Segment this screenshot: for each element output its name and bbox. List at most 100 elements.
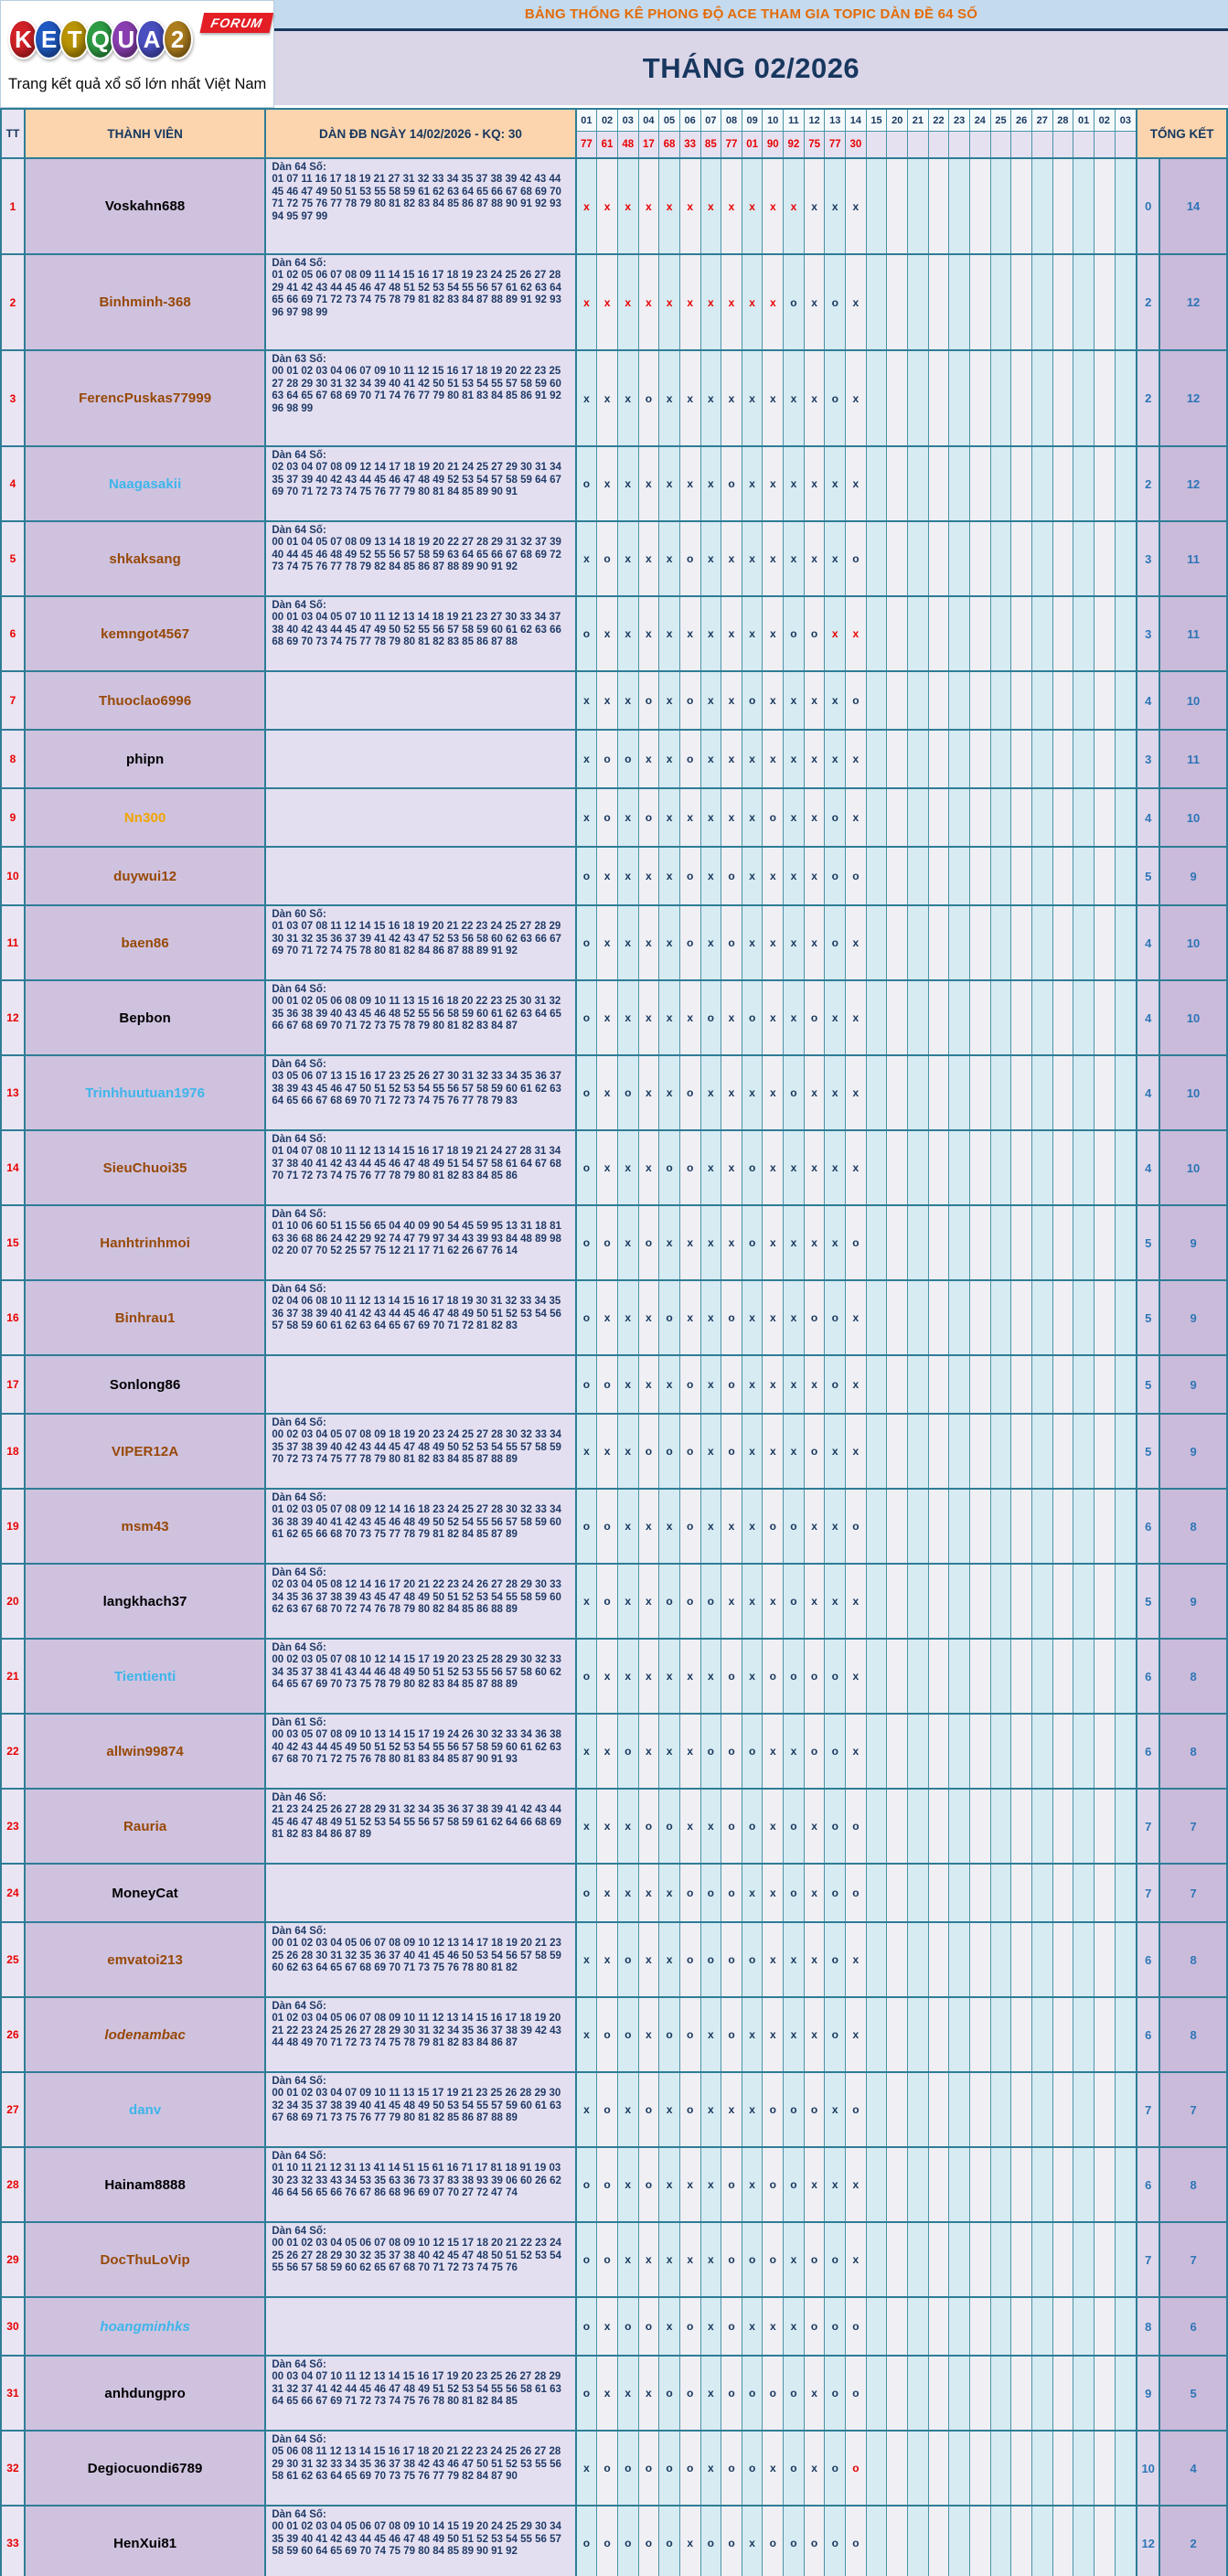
total-losses-cell: 8	[1160, 1715, 1226, 1790]
member-name[interactable]: FerencPuskas77999	[79, 390, 212, 406]
day-mark-cell: x	[825, 1415, 847, 1488]
member-name[interactable]: Binhrau1	[114, 1309, 176, 1326]
member-name[interactable]: Voskahn688	[104, 198, 186, 214]
day-mark-cell: o	[679, 2298, 701, 2355]
day-mark-cell	[866, 351, 888, 445]
member-name[interactable]: phipn	[125, 751, 165, 767]
mark: x	[852, 753, 860, 765]
member-name[interactable]: Hanhtrinhmoi	[100, 1235, 190, 1251]
member-name[interactable]: Sonlong86	[109, 1376, 181, 1393]
member-name[interactable]: VIPER12A	[111, 1443, 179, 1459]
mark: x	[646, 1887, 652, 1899]
day-mark-cell	[990, 731, 1012, 787]
mark-red: x	[666, 295, 673, 309]
member-name[interactable]: kemngot4567	[101, 625, 190, 642]
day-mark-cell: x	[784, 159, 805, 253]
day-mark-cell	[1115, 1131, 1137, 1204]
day-mark-cell: o	[679, 731, 701, 787]
mark: o	[707, 1953, 714, 1966]
day-mark-cell: x	[825, 1056, 847, 1129]
day-mark-cell	[866, 447, 888, 520]
member-cell: FerencPuskas77999	[25, 351, 267, 447]
day-mark-cell	[866, 1565, 888, 1638]
day-mark-cell	[1115, 597, 1137, 670]
day-mark-cell	[969, 1206, 991, 1279]
member-name[interactable]: lodenambac	[104, 2026, 186, 2043]
member-name[interactable]: Naagasakii	[108, 476, 182, 492]
member-name[interactable]: Tientienti	[113, 1668, 176, 1684]
day-mark-cell	[1094, 351, 1116, 445]
table-row: 27 danv Dàn 64 Số: 00 01 02 03 04 07 09 10 …	[2, 2073, 1226, 2148]
member-name[interactable]: msm43	[121, 1518, 169, 1534]
day-mark-cell	[949, 1356, 970, 1413]
member-name[interactable]: Binhminh-368	[99, 294, 191, 310]
mark: o	[625, 2462, 632, 2474]
day-mark-cell: o	[617, 2298, 639, 2355]
member-name[interactable]: Rauria	[123, 1818, 167, 1834]
mark: o	[831, 2462, 838, 2474]
member-name[interactable]: Nn300	[123, 809, 166, 826]
mark: x	[852, 1445, 860, 1458]
day-column-header: 03	[1115, 110, 1137, 132]
dan-label: Dàn 64 Số:	[272, 258, 326, 269]
mark: o	[582, 1236, 591, 1249]
member-name[interactable]: Bepbon	[119, 1010, 171, 1026]
member-name[interactable]: anhdungpro	[104, 2385, 186, 2401]
member-name[interactable]: emvatoi213	[107, 1951, 183, 1968]
member-name[interactable]: Trinhhuutuan1976	[85, 1085, 206, 1101]
member-name[interactable]: Hainam8888	[104, 2176, 186, 2193]
day-mark-cell	[908, 981, 929, 1054]
member-name[interactable]: Degiocuondi6789	[87, 2460, 203, 2476]
member-name[interactable]: SieuChuoi35	[102, 1160, 187, 1176]
dan-numbers-cell: Dàn 64 Số: 01 02 03 04 05 06 07 08 09 10 …	[266, 1998, 577, 2073]
day-mark-cell	[1011, 1998, 1032, 2071]
member-name[interactable]: langkhach37	[102, 1593, 187, 1609]
member-name[interactable]: DocThuLoVip	[100, 2251, 190, 2268]
mark: x	[728, 1520, 735, 1533]
kq-result-value: 92	[784, 132, 805, 157]
mark: x	[728, 753, 735, 765]
day-mark-cell	[887, 731, 909, 787]
day-mark-cell	[1011, 1356, 1032, 1413]
member-cell: DocThuLoVip	[25, 2223, 267, 2298]
day-mark-cell	[1115, 1415, 1137, 1488]
mark: o	[790, 2537, 797, 2549]
day-mark-cell: o	[825, 1281, 847, 1354]
site-logo[interactable]: K E T Q U A 2 FORUM Trang kết quả xổ số lớn nhấ…	[0, 0, 274, 108]
day-mark-cell	[1031, 981, 1053, 1054]
member-name[interactable]: allwin99874	[106, 1743, 184, 1759]
day-mark-cell	[887, 2357, 909, 2430]
day-mark-cell: x	[617, 597, 639, 670]
member-name[interactable]: duywui12	[113, 868, 177, 884]
member-name[interactable]: HenXui81	[113, 2535, 177, 2551]
mark: o	[625, 753, 632, 765]
day-mark-cell: o	[721, 2507, 742, 2576]
day-mark-cell	[1052, 2073, 1074, 2146]
member-name[interactable]: MoneyCat	[112, 1885, 178, 1901]
member-name[interactable]: danv	[128, 2101, 162, 2118]
mark: x	[707, 1670, 714, 1683]
member-name[interactable]: hoangminhks	[100, 2318, 190, 2335]
day-mark-cell: o	[721, 2223, 742, 2296]
table-row: 20 langkhach37 Dàn 64 Số: 02 03 04 05 08 12…	[2, 1565, 1226, 1640]
day-mark-cell	[1073, 1131, 1095, 1204]
mark: o	[625, 2537, 632, 2549]
member-cell: langkhach37	[25, 1565, 267, 1640]
mark: x	[790, 477, 797, 490]
total-wins-cell: 7	[1137, 1865, 1161, 1923]
day-mark-cell: x	[742, 1356, 763, 1413]
day-mark-cell	[1052, 1356, 1074, 1413]
mark: o	[666, 2462, 673, 2474]
day-mark-cell	[1094, 848, 1116, 904]
day-mark-cell	[1031, 2148, 1053, 2221]
member-name[interactable]: baen86	[121, 935, 169, 951]
day-mark-cell	[866, 1056, 888, 1129]
day-mark-cell: x	[700, 1056, 722, 1129]
day-mark-cell: x	[784, 1206, 805, 1279]
member-name[interactable]: Thuoclao6996	[99, 692, 192, 709]
mark: o	[603, 2028, 611, 2041]
day-mark-cell: o	[804, 1640, 826, 1713]
day-mark-cell: o	[679, 522, 701, 595]
member-name[interactable]: shkaksang	[109, 550, 181, 567]
